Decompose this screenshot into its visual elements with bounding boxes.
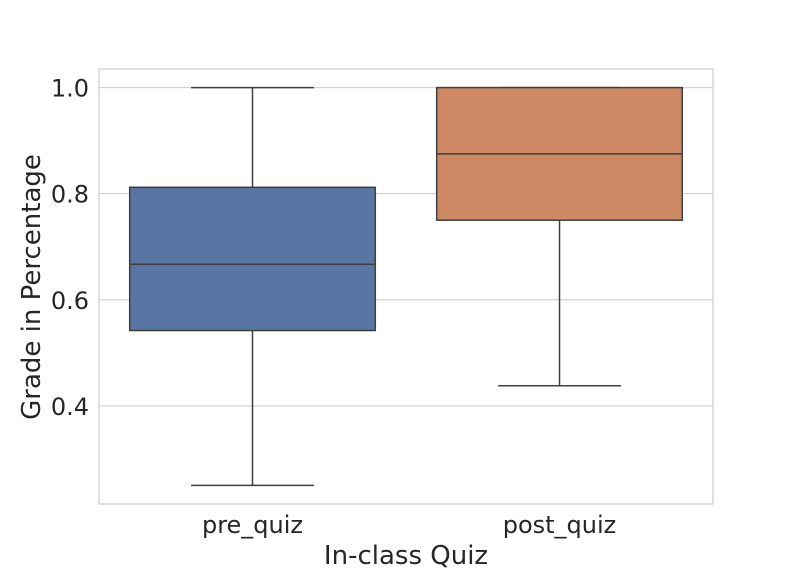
box-post_quiz [435, 86, 684, 387]
y-tick-labels: 0.4 0.6 0.8 1.0 [51, 75, 89, 421]
x-axis-label: In-class Quiz [324, 541, 488, 571]
plot-frame [98, 68, 714, 505]
x-tick-label: post_quiz [503, 511, 617, 539]
y-tick-label: 0.8 [51, 181, 89, 209]
y-tick-label: 1.0 [51, 75, 89, 103]
y-tick-label: 0.6 [51, 287, 89, 315]
x-tick-labels: pre_quiz post_quiz [202, 511, 616, 539]
iqr-box [128, 186, 377, 332]
x-tick-label: pre_quiz [202, 511, 303, 539]
y-tick-label: 0.4 [51, 393, 89, 421]
y-axis-label: Grade in Percentage [17, 154, 47, 420]
box-pre_quiz [128, 86, 377, 487]
boxes [128, 86, 684, 487]
